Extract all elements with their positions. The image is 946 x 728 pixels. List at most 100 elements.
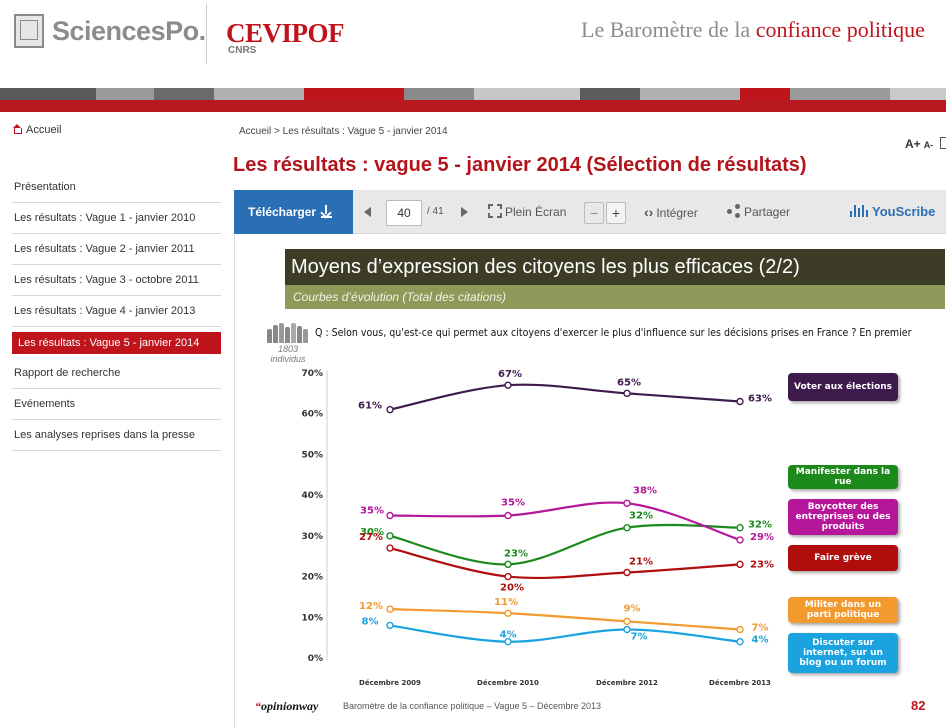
barometer-title-prefix: Le Baromètre de la <box>581 17 756 42</box>
data-label: 63% <box>748 394 772 405</box>
sidebar-nav: Présentation Les résultats : Vague 1 - j… <box>12 172 221 451</box>
data-label: 4% <box>752 635 769 646</box>
legend-item: Manifester dans la rue <box>788 465 898 489</box>
cevipof-logo[interactable]: CEVIPOF <box>226 18 345 48</box>
data-label: 12% <box>359 601 383 612</box>
zoom-in-button[interactable]: + <box>606 202 626 224</box>
page-title: Les résultats : vague 5 - janvier 2014 (… <box>233 154 807 176</box>
data-label: 32% <box>629 511 653 522</box>
youscribe-bars-icon <box>850 205 868 217</box>
series-line <box>389 624 741 643</box>
data-point <box>736 638 744 646</box>
data-point <box>386 511 394 520</box>
data-point <box>504 572 512 581</box>
data-label: 27% <box>359 532 383 543</box>
sidebar-item-rapport[interactable]: Rapport de recherche <box>12 358 221 389</box>
text-size-decrease[interactable]: A- <box>923 140 934 150</box>
next-page-button[interactable] <box>458 190 470 234</box>
youscribe-label: YouScribe <box>872 204 936 219</box>
x-tick-label: Décembre 2013 <box>709 679 771 687</box>
sciencespo-logo[interactable]: SciencesPo. <box>52 16 206 46</box>
y-tick-label: 20% <box>301 573 323 583</box>
download-label: Télécharger <box>248 205 317 219</box>
viewer-toolbar: Télécharger / 41 Plein Écran − + ‹›Intég… <box>234 190 946 234</box>
data-label: 7% <box>752 623 769 634</box>
data-label: 8% <box>362 616 379 627</box>
breadcrumb[interactable]: Accueil > Les résultats : Vague 5 - janv… <box>239 126 448 137</box>
sciencespo-crest-icon[interactable] <box>14 14 44 48</box>
data-point <box>736 625 744 634</box>
data-label: 61% <box>358 401 382 412</box>
decorative-stripe <box>0 88 946 112</box>
survey-question: Q : Selon vous, qu'est-ce qui permet aux… <box>315 326 912 339</box>
data-label: 11% <box>494 597 518 608</box>
data-point <box>623 524 631 532</box>
embed-button[interactable]: ‹› Intégrer <box>644 190 698 234</box>
series-line <box>389 523 741 566</box>
previous-page-button[interactable] <box>362 190 374 234</box>
legend-item: Voter aux élections <box>788 373 898 401</box>
share-button[interactable]: Partager <box>727 190 790 234</box>
data-point <box>504 511 512 520</box>
data-point <box>623 617 631 626</box>
data-label: 23% <box>504 548 528 559</box>
data-label: 20% <box>500 583 524 594</box>
youscribe-logo[interactable]: YouScribe <box>850 190 935 234</box>
data-point <box>736 524 744 532</box>
sidebar-item-vague-3[interactable]: Les résultats : Vague 3 - octobre 2011 <box>12 265 221 296</box>
sidebar-item-presse[interactable]: Les analyses reprises dans la presse <box>12 420 221 451</box>
legend-item: Boycotter des entreprises ou des produit… <box>788 499 898 535</box>
data-label: 65% <box>617 377 641 388</box>
page-number-input[interactable] <box>386 200 422 226</box>
cnrs-label: CNRS <box>228 45 257 56</box>
home-icon <box>12 124 22 134</box>
data-point <box>736 397 744 406</box>
print-icon[interactable] <box>940 137 946 149</box>
sidebar-item-vague-2[interactable]: Les résultats : Vague 2 - janvier 2011 <box>12 234 221 265</box>
series-line <box>389 501 741 541</box>
data-point <box>504 609 512 617</box>
data-point <box>504 381 512 389</box>
y-tick-label: 70% <box>301 369 323 379</box>
page-total: / 41 <box>427 206 444 217</box>
share-icon <box>727 204 741 218</box>
home-link[interactable]: Accueil <box>12 124 61 136</box>
series-line <box>389 383 741 411</box>
fullscreen-button[interactable]: Plein Écran <box>488 190 566 234</box>
data-point <box>386 532 394 540</box>
data-label: 4% <box>500 630 517 641</box>
text-size-increase[interactable]: A+ <box>905 137 921 151</box>
data-label: 35% <box>360 506 384 517</box>
zoom-out-button[interactable]: − <box>584 202 604 224</box>
data-point <box>736 560 744 569</box>
sidebar-item-presentation[interactable]: Présentation <box>12 172 221 203</box>
sidebar-item-vague-1[interactable]: Les résultats : Vague 1 - janvier 2010 <box>12 203 221 234</box>
download-button[interactable]: Télécharger <box>234 190 353 234</box>
y-tick-label: 50% <box>301 450 323 460</box>
data-label: 21% <box>629 557 653 568</box>
data-point <box>386 621 394 630</box>
legend-item: Discuter sur internet, sur un blog ou un… <box>788 633 898 673</box>
embed-label: Intégrer <box>656 206 698 220</box>
y-tick-label: 60% <box>301 410 323 420</box>
data-point <box>623 389 631 398</box>
barometer-title-highlight: confiance politique <box>755 17 925 42</box>
people-icon <box>267 321 311 343</box>
data-point <box>504 638 512 646</box>
sample-size: 1803 individus <box>263 344 313 364</box>
sidebar-item-vague-5[interactable]: Les résultats : Vague 5 - janvier 2014 <box>12 332 221 354</box>
data-point <box>386 544 394 552</box>
sidebar-item-vague-4[interactable]: Les résultats : Vague 4 - janvier 2013 <box>12 296 221 327</box>
home-link-label: Accueil <box>26 124 62 136</box>
data-label: 9% <box>624 603 641 614</box>
sidebar-item-evenements[interactable]: Evénements <box>12 389 221 420</box>
data-point <box>623 625 631 634</box>
y-tick-label: 0% <box>308 654 323 664</box>
download-icon <box>321 205 333 218</box>
data-label: 30% <box>360 527 384 538</box>
x-tick-label: Décembre 2010 <box>477 679 539 687</box>
data-point <box>504 560 512 569</box>
data-point <box>386 605 394 613</box>
opinionway-logo: “opinionway <box>255 699 319 713</box>
